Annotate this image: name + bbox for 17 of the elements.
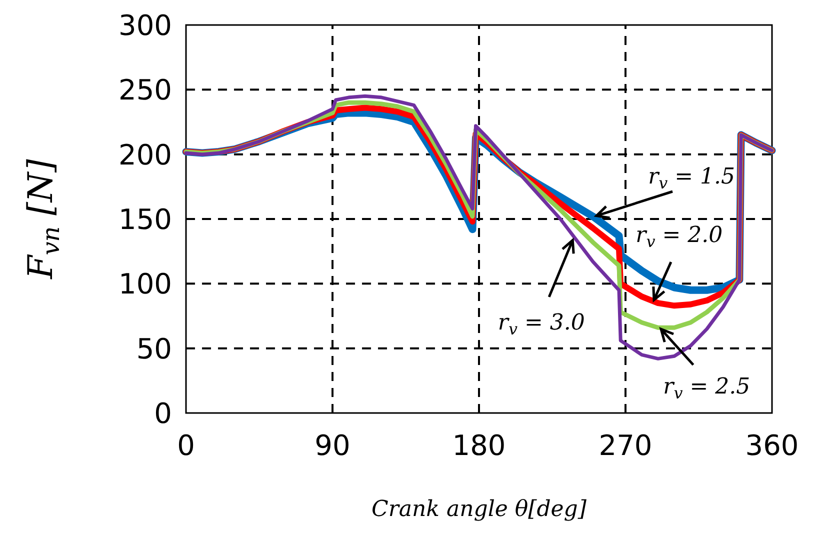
x-tick-label: 90 <box>314 429 350 462</box>
x-tick-label: 360 <box>745 429 799 462</box>
x-tick-label: 180 <box>452 429 506 462</box>
annotation: r$_{v}$ = 2.5 <box>663 374 750 402</box>
y-tick-label: 250 <box>118 74 172 107</box>
y-tick-label: 200 <box>118 138 172 172</box>
y-tick-label: 0 <box>154 397 172 430</box>
y-tick-label: 300 <box>118 9 172 42</box>
annotation: r$_{v}$ = 3.0 <box>498 310 585 338</box>
annotation: r$_{v}$ = 1.5 <box>648 164 736 192</box>
annotation: r$_{v}$ = 2.0 <box>636 222 723 251</box>
y-tick-label: 100 <box>118 268 172 301</box>
y-tick-label: 150 <box>118 203 172 236</box>
y-tick-label: 50 <box>136 332 172 366</box>
x-tick-label: 270 <box>598 429 652 462</box>
x-axis-title: Crank angle θ[deg] <box>372 497 587 522</box>
x-tick-label: 0 <box>177 429 195 462</box>
